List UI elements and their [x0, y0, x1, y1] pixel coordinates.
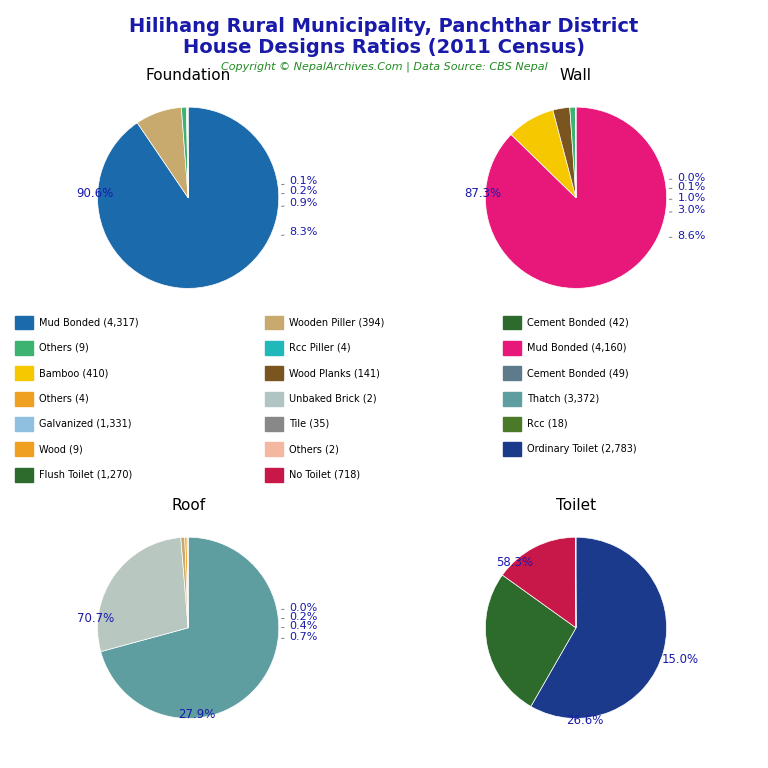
Text: 1.0%: 1.0%: [670, 193, 706, 203]
Text: Mud Bonded (4,160): Mud Bonded (4,160): [527, 343, 627, 353]
Wedge shape: [485, 107, 667, 288]
Text: 3.0%: 3.0%: [670, 206, 706, 216]
Text: 0.1%: 0.1%: [670, 182, 706, 192]
Wedge shape: [187, 108, 188, 198]
Text: House Designs Ratios (2011 Census): House Designs Ratios (2011 Census): [183, 38, 585, 58]
Wedge shape: [180, 538, 188, 628]
Text: Hilihang Rural Municipality, Panchthar District: Hilihang Rural Municipality, Panchthar D…: [129, 17, 639, 36]
Title: Roof: Roof: [171, 498, 205, 513]
Text: Cement Bonded (42): Cement Bonded (42): [527, 317, 628, 328]
Wedge shape: [570, 108, 576, 198]
Text: 8.6%: 8.6%: [670, 231, 706, 241]
Text: Wooden Piller (394): Wooden Piller (394): [289, 317, 384, 328]
Text: Cement Bonded (49): Cement Bonded (49): [527, 368, 628, 379]
Text: 58.3%: 58.3%: [496, 556, 533, 569]
Text: Rcc Piller (4): Rcc Piller (4): [289, 343, 350, 353]
Text: 0.0%: 0.0%: [670, 173, 706, 183]
Title: Foundation: Foundation: [145, 68, 231, 83]
Text: Bamboo (410): Bamboo (410): [39, 368, 108, 379]
Text: 70.7%: 70.7%: [77, 612, 114, 625]
Wedge shape: [98, 107, 279, 288]
Text: Ordinary Toilet (2,783): Ordinary Toilet (2,783): [527, 444, 637, 455]
Wedge shape: [511, 110, 576, 198]
Text: 26.6%: 26.6%: [566, 714, 604, 727]
Wedge shape: [137, 108, 188, 198]
Text: 0.1%: 0.1%: [282, 177, 318, 187]
Wedge shape: [187, 538, 188, 628]
Text: 0.2%: 0.2%: [282, 612, 318, 622]
Text: Unbaked Brick (2): Unbaked Brick (2): [289, 393, 376, 404]
Text: 8.3%: 8.3%: [282, 227, 318, 237]
Text: Others (4): Others (4): [39, 393, 89, 404]
Wedge shape: [98, 538, 188, 651]
Wedge shape: [185, 538, 188, 628]
Text: 0.0%: 0.0%: [282, 603, 318, 613]
Text: Thatch (3,372): Thatch (3,372): [527, 393, 599, 404]
Text: 87.3%: 87.3%: [465, 187, 502, 200]
Text: 90.6%: 90.6%: [77, 187, 114, 200]
Text: Flush Toilet (1,270): Flush Toilet (1,270): [39, 469, 132, 480]
Wedge shape: [553, 108, 576, 198]
Wedge shape: [485, 575, 576, 707]
Text: Rcc (18): Rcc (18): [527, 419, 568, 429]
Text: Wood (9): Wood (9): [39, 444, 83, 455]
Text: 0.2%: 0.2%: [282, 186, 318, 196]
Text: Tile (35): Tile (35): [289, 419, 329, 429]
Text: 0.7%: 0.7%: [282, 632, 318, 642]
Text: No Toilet (718): No Toilet (718): [289, 469, 360, 480]
Text: Wood Planks (141): Wood Planks (141): [289, 368, 379, 379]
Text: Mud Bonded (4,317): Mud Bonded (4,317): [39, 317, 139, 328]
Wedge shape: [531, 538, 667, 718]
Text: 15.0%: 15.0%: [662, 653, 699, 666]
Text: Others (9): Others (9): [39, 343, 89, 353]
Wedge shape: [101, 538, 279, 718]
Text: Galvanized (1,331): Galvanized (1,331): [39, 419, 131, 429]
Title: Toilet: Toilet: [556, 498, 596, 513]
Title: Wall: Wall: [560, 68, 592, 83]
Text: 27.9%: 27.9%: [178, 707, 216, 720]
Wedge shape: [181, 108, 188, 198]
Wedge shape: [502, 538, 576, 628]
Text: Others (2): Others (2): [289, 444, 339, 455]
Text: 0.4%: 0.4%: [282, 621, 318, 631]
Text: Copyright © NepalArchives.Com | Data Source: CBS Nepal: Copyright © NepalArchives.Com | Data Sou…: [220, 61, 548, 72]
Text: 0.9%: 0.9%: [282, 198, 318, 208]
